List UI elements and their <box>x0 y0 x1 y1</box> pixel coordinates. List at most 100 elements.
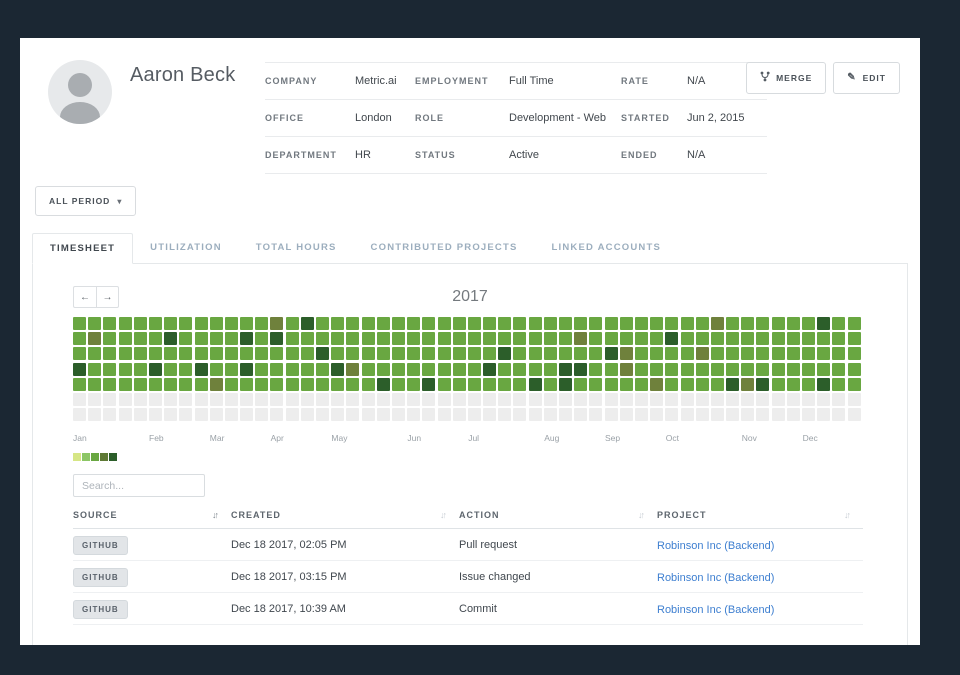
tab-total-hours[interactable]: TOTAL HOURS <box>255 242 337 253</box>
heatmap-cell <box>316 332 329 346</box>
heatmap-cell <box>316 392 329 406</box>
heatmap-cell <box>316 408 329 422</box>
heatmap-cell <box>847 362 861 376</box>
info-label: DEPARTMENT <box>265 150 337 160</box>
info-label: ENDED <box>621 150 658 160</box>
info-row: DEPARTMENT HR STATUS Active ENDED N/A <box>265 137 767 174</box>
heatmap-cell <box>103 347 117 361</box>
period-filter-dropdown[interactable]: ALL PERIOD ▾ <box>35 186 137 216</box>
heatmap-cell <box>224 392 238 406</box>
profile-name: Aaron Beck <box>130 64 236 86</box>
heatmap-cell <box>179 362 193 376</box>
tab-utilization[interactable]: UTILIZATION <box>150 242 222 253</box>
heatmap-cell <box>802 347 815 361</box>
heatmap-cell <box>224 317 238 330</box>
next-year-button[interactable]: → <box>96 286 119 308</box>
info-value: N/A <box>687 75 706 87</box>
heatmap-cell <box>771 408 785 422</box>
heatmap-cell <box>300 377 314 391</box>
heatmap-cell <box>634 332 648 346</box>
edit-button[interactable]: ✎ EDIT <box>833 62 900 94</box>
month-label: Aug <box>544 433 560 444</box>
info-value: Metric.ai <box>355 75 397 87</box>
heatmap-cell <box>498 362 512 376</box>
column-header-created[interactable]: CREATED ↓↑ <box>231 510 459 520</box>
heatmap-nav: ← → <box>73 286 867 308</box>
column-header-action[interactable]: ACTION ↓↑ <box>459 510 657 520</box>
heatmap-cell <box>695 377 709 391</box>
tab-timesheet[interactable]: TIMESHEET <box>32 233 134 264</box>
heatmap-cell <box>194 332 208 346</box>
month-label: Sep <box>605 433 621 444</box>
heatmap-cell <box>726 392 740 406</box>
project-link[interactable]: Robinson Inc (Backend) <box>657 603 775 616</box>
heatmap-cell <box>650 362 664 376</box>
heatmap-cell <box>513 347 527 361</box>
heatmap-cell <box>589 377 603 391</box>
heatmap-cell <box>391 377 405 391</box>
heatmap-cell <box>832 362 846 376</box>
heatmap-cell <box>148 332 162 346</box>
heatmap-cell <box>665 347 679 361</box>
heatmap-cell <box>376 347 390 361</box>
heatmap-cell <box>133 377 147 391</box>
project-link[interactable]: Robinson Inc (Backend) <box>657 571 775 584</box>
project-link[interactable]: Robinson Inc (Backend) <box>657 539 775 552</box>
heatmap-cell <box>574 317 588 330</box>
month-label: Jan <box>73 433 87 444</box>
heatmap-cell <box>240 408 254 422</box>
heatmap-cell <box>847 317 861 330</box>
created-value: Dec 18 2017, 10:39 AM <box>231 602 346 615</box>
prev-year-button[interactable]: ← <box>73 286 96 308</box>
heatmap-cell <box>650 392 664 406</box>
heatmap-cell <box>255 362 269 376</box>
heatmap-cell <box>331 362 345 376</box>
heatmap-cell <box>422 408 436 422</box>
month-label: Jul <box>468 433 480 444</box>
heatmap-cell <box>559 332 572 346</box>
created-cell: Dec 18 2017, 03:15 PM <box>231 571 459 583</box>
heatmap-cell <box>73 347 86 361</box>
heatmap-cell <box>771 362 785 376</box>
heatmap-cell <box>710 392 724 406</box>
source-badge: GITHUB <box>73 535 128 555</box>
heatmap-cell <box>437 332 451 346</box>
tab-contributed-projects[interactable]: CONTRIBUTED PROJECTS <box>370 242 518 253</box>
column-header-source[interactable]: SOURCE ↓↑ <box>73 510 231 520</box>
heatmap-cell <box>88 317 102 330</box>
tab-linked-accounts[interactable]: LINKED ACCOUNTS <box>551 242 662 253</box>
search-input[interactable] <box>73 474 205 498</box>
table-row: GITHUB Dec 18 2017, 02:05 PM Pull request R… <box>73 529 863 562</box>
heatmap-cell <box>285 317 299 330</box>
heatmap-cell <box>255 408 269 422</box>
heatmap-cell <box>650 347 664 361</box>
project-cell: Robinson Inc (Backend) <box>657 600 863 618</box>
heatmap-cell <box>528 377 542 391</box>
heatmap-cell <box>528 347 542 361</box>
heatmap-cell <box>224 377 238 391</box>
heatmap-cell <box>756 332 770 346</box>
table-row: GITHUB Dec 18 2017, 10:39 AM Commit Robinso… <box>73 593 863 626</box>
profile-card: Aaron Beck COMPANY Metric.ai EMPLOYMENT Ful… <box>20 38 920 645</box>
merge-button[interactable]: MERGE <box>746 62 827 94</box>
heatmap-cell <box>467 377 481 391</box>
month-label: May <box>331 433 348 444</box>
heatmap-cell <box>589 317 603 330</box>
heatmap-cell <box>619 317 633 330</box>
column-header-project[interactable]: PROJECT ↓↑ <box>657 510 863 520</box>
profile-header: Aaron Beck COMPANY Metric.ai EMPLOYMENT Ful… <box>20 38 920 186</box>
column-header-label: CREATED <box>231 510 281 521</box>
heatmap-cell <box>483 317 497 330</box>
heatmap-cell <box>133 347 147 361</box>
heatmap-cell <box>786 392 800 406</box>
legend-swatch <box>109 453 117 462</box>
info-value: N/A <box>687 149 706 161</box>
heatmap-cell <box>118 347 132 361</box>
heatmap-cell <box>452 408 466 422</box>
heatmap-cell <box>73 332 86 346</box>
heatmap-cell <box>407 332 421 346</box>
heatmap-cell <box>817 377 831 391</box>
heatmap-cell <box>498 347 512 361</box>
legend-swatch <box>82 453 90 462</box>
heatmap-cell <box>361 347 375 361</box>
